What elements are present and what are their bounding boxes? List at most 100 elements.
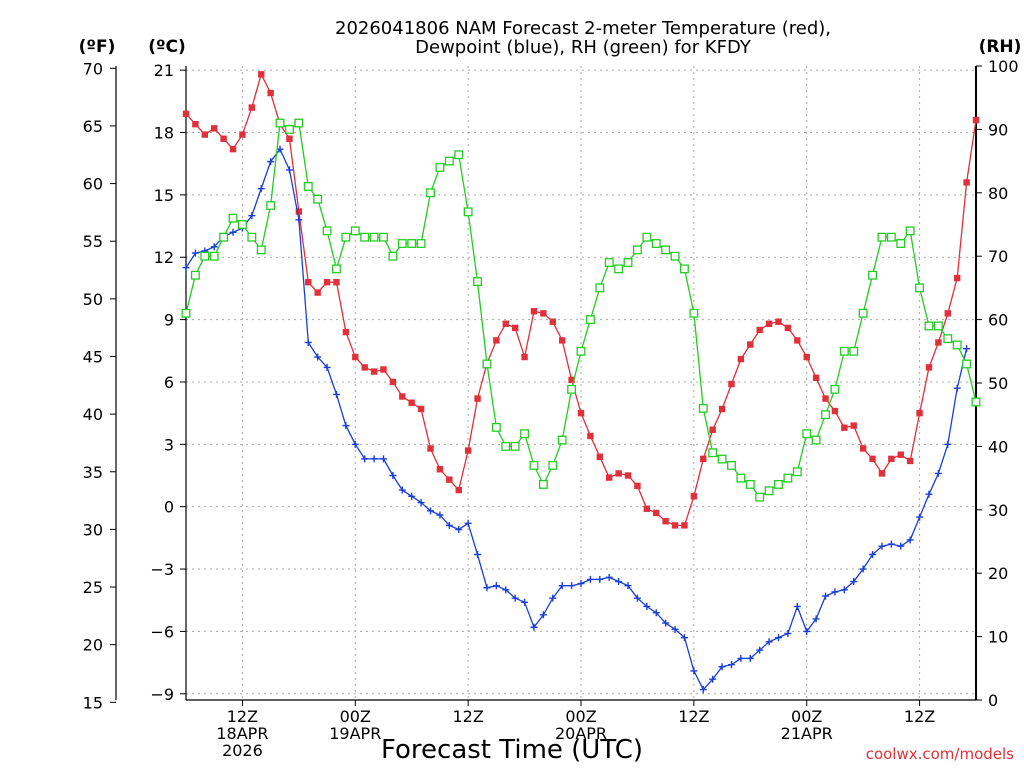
series-0-point-33 [493,337,500,344]
series-2-point-48 [632,245,642,255]
series-2-point-30 [463,207,473,217]
series-0-point-77 [906,457,914,465]
series-1-point-70 [840,586,848,594]
series-0-point-58 [728,380,735,388]
series-2-point-75 [886,232,896,242]
series-0-point-25 [417,405,425,413]
series-2-point-59 [736,473,746,483]
series-2-point-38 [538,479,548,489]
rh-unit-label: (RH) [979,37,1022,57]
rh-tick-label-6: 40 [988,437,1008,456]
series-1-point-24 [408,492,416,500]
f-tick-label-1: 65 [83,117,103,136]
series-2-point-44 [595,283,605,293]
series-1-point-49 [643,602,651,610]
series-1-point-52 [671,625,679,633]
series-2-point-35 [510,441,520,451]
series-2-point-47 [623,258,633,267]
series-0-point-11 [286,135,293,142]
x-tick-label-3-0: 00Z [565,707,596,726]
series-0-point-1 [192,121,199,128]
series-1-point-54 [690,667,698,675]
series-0-point-47 [624,472,632,479]
series-2-point-15 [322,226,332,236]
series-0-point-68 [822,395,829,402]
series-1-point-1 [191,249,199,257]
series-0-point-7 [248,104,256,111]
series-1-point-80 [934,469,942,477]
series-0-point-83 [963,179,970,186]
series-0-point-5 [229,145,237,153]
series-0-point-12 [295,208,303,215]
series-2-point-33 [491,422,501,432]
series-1-point-71 [850,578,858,586]
series-0-point-80 [935,339,942,346]
series-0-point-20 [370,368,378,375]
series-2-point-2 [200,251,210,261]
series-2-point-54 [689,308,699,318]
series-0-point-84 [972,116,980,124]
series-1-point-3 [210,243,218,251]
x-tick-label-3-1: 20APR [555,724,607,743]
series-0-point-18 [352,353,359,361]
series-1-point-13 [304,338,312,346]
series-1-point-58 [727,661,735,669]
series-1-point-76 [897,542,905,550]
series-2-point-41 [567,384,577,394]
x-tick-label-6-0: 12Z [904,707,935,726]
rh-tick-label-7: 30 [988,501,1008,520]
series-1-point-21 [380,455,387,463]
c-tick-label-2: 15 [154,186,174,205]
series-2-point-6 [237,220,247,229]
series-2-point-81 [943,334,953,344]
rh-tick-label-2: 80 [988,184,1008,203]
series-2-point-22 [388,251,398,261]
series-2-point-76 [896,239,906,248]
series-2-point-13 [303,182,313,191]
series-0-point-67 [812,374,820,382]
series-0-point-62 [765,320,773,327]
series-1-point-7 [248,212,256,220]
series-0-point-59 [737,355,745,363]
series-0-point-52 [671,522,679,529]
series-0-point-13 [305,278,312,286]
series-2 [181,118,981,502]
series-0-point-41 [568,376,575,384]
series-1-point-56 [709,675,717,683]
x-tick-label-5-0: 00Z [791,707,822,726]
f-tick-label-10: 20 [83,636,103,655]
series-2-point-26 [426,188,435,198]
series-2-point-77 [905,226,915,236]
series-2-point-83 [962,359,972,369]
series-1-point-62 [765,638,773,646]
series-1-point-9 [267,158,275,166]
series-0-point-34 [502,320,509,327]
series-1-point-26 [427,507,435,515]
series-2-point-42 [576,346,586,356]
series-2-point-25 [416,239,426,248]
series-1-point-42 [577,580,585,588]
credit-text: coolwx.com/models [866,745,1014,763]
rh-tick-label-9: 10 [988,628,1008,647]
series-2-point-69 [830,384,840,394]
series-0-point-46 [615,470,622,477]
c-tick-label-7: 0 [164,498,174,517]
series-1-point-35 [511,594,519,602]
series-1-point-17 [342,422,350,430]
series-2-point-11 [285,124,294,134]
series-1-point-57 [718,663,726,671]
series-1-point-15 [323,363,331,371]
f-tick-label-5: 45 [83,347,103,366]
series-2-point-18 [350,226,360,236]
series-1-point-79 [925,490,933,498]
series-2-point-67 [811,435,821,445]
series-2-point-31 [473,277,482,287]
series-0-point-28 [446,476,453,483]
series-1-point-64 [784,629,792,637]
f-tick-label-9: 25 [83,578,103,597]
series-2-point-58 [727,460,736,470]
series-1-point-31 [474,550,482,558]
series-1-point-22 [389,472,397,480]
series-2-point-56 [708,448,718,458]
